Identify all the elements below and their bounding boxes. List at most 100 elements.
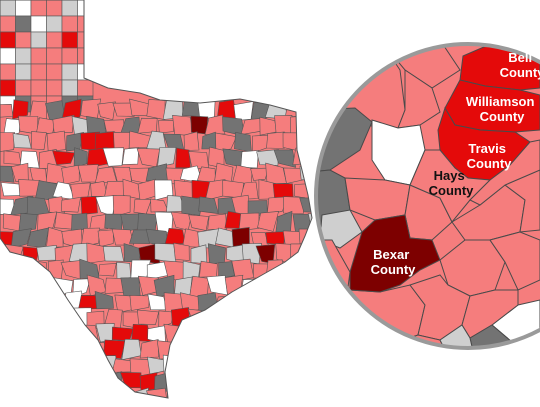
county-cell	[231, 386, 249, 398]
county-cell	[46, 0, 63, 17]
county-cell	[257, 403, 279, 407]
county-cell	[39, 277, 56, 295]
texas-state-map	[0, 0, 312, 407]
county-cell	[188, 341, 208, 361]
panhandle-county-grid	[0, 0, 94, 113]
county-cell	[165, 387, 184, 398]
county-cell	[222, 306, 243, 329]
county-cell	[9, 291, 34, 314]
county-cell	[112, 102, 135, 117]
county-cell	[15, 15, 32, 33]
county-cell	[196, 387, 220, 398]
county-cell	[46, 63, 63, 81]
county-cell	[309, 116, 312, 137]
county-cell	[243, 371, 261, 394]
county-cell	[289, 306, 312, 329]
county-cell	[72, 375, 93, 394]
county-cell	[224, 274, 244, 297]
county-cell	[77, 47, 94, 65]
county-cell	[18, 340, 41, 360]
county-cell	[290, 278, 311, 298]
county-cell	[12, 99, 29, 120]
county-cell	[282, 291, 305, 313]
county-cell	[299, 324, 312, 343]
county-cell	[222, 179, 244, 199]
county-cell	[205, 340, 227, 359]
county-cell	[37, 211, 58, 233]
county-cell	[104, 213, 123, 231]
county-cell	[37, 310, 56, 328]
county-cell	[0, 47, 16, 65]
county-cell	[204, 114, 226, 136]
county-cell	[308, 277, 312, 294]
county-cell	[61, 79, 78, 97]
county-cell	[190, 115, 209, 135]
county-cell	[215, 132, 237, 153]
county-cell	[61, 98, 82, 118]
county-cell	[46, 15, 63, 33]
county-cell	[172, 372, 193, 390]
county-cell	[61, 31, 78, 49]
county-cell	[265, 259, 285, 279]
county-cell	[250, 324, 272, 344]
county-cell	[0, 63, 16, 81]
bell-county-label: Bell County	[500, 50, 540, 80]
county-cell	[46, 354, 65, 374]
county-cell	[54, 372, 73, 390]
county-cell	[61, 356, 84, 374]
county-cell	[10, 355, 33, 378]
county-cell	[302, 354, 312, 377]
county-cell	[180, 389, 203, 398]
county-cell	[14, 322, 31, 345]
county-cell	[238, 212, 260, 232]
county-cell	[12, 133, 32, 149]
county-cell	[137, 117, 158, 134]
county-cell	[1, 307, 23, 328]
county-cell	[3, 118, 21, 137]
county-cell	[222, 339, 245, 357]
county-cell	[60, 196, 81, 213]
county-cell	[290, 115, 309, 134]
county-cell	[300, 100, 312, 120]
county-cell	[15, 47, 32, 65]
inset-county-light-gray	[439, 324, 476, 348]
county-cell	[146, 387, 168, 398]
hays-county-label: Hays County	[429, 168, 475, 198]
county-cell	[37, 373, 58, 392]
county-cell	[250, 167, 269, 181]
county-cell	[18, 404, 40, 407]
travis-county-label: Travis County	[467, 141, 513, 171]
county-cell	[9, 260, 30, 282]
county-cell	[77, 15, 94, 33]
county-cell	[181, 195, 203, 216]
county-cell	[243, 308, 260, 329]
county-cell	[52, 340, 76, 362]
county-cell	[30, 31, 47, 49]
county-cell	[111, 326, 134, 342]
county-cell	[0, 15, 16, 33]
county-cell	[36, 244, 57, 261]
county-cell	[0, 0, 16, 17]
county-cell	[18, 115, 39, 135]
county-cell	[3, 150, 22, 165]
county-cell	[281, 259, 306, 281]
county-cell	[197, 292, 219, 313]
county-cell	[272, 275, 296, 297]
county-cell	[139, 339, 159, 359]
county-cell	[10, 228, 32, 249]
county-cell	[0, 262, 13, 281]
county-cell	[103, 119, 125, 134]
county-cell	[215, 357, 234, 378]
county-cell	[218, 390, 237, 398]
county-cell	[273, 149, 297, 168]
county-cell	[30, 79, 47, 97]
county-cell	[97, 101, 116, 121]
county-cell	[249, 294, 272, 310]
county-cell	[15, 0, 32, 17]
county-cell	[95, 386, 117, 398]
county-cell	[61, 0, 78, 17]
county-cell	[1, 339, 24, 361]
county-cell	[52, 114, 75, 134]
county-cell	[62, 326, 81, 345]
